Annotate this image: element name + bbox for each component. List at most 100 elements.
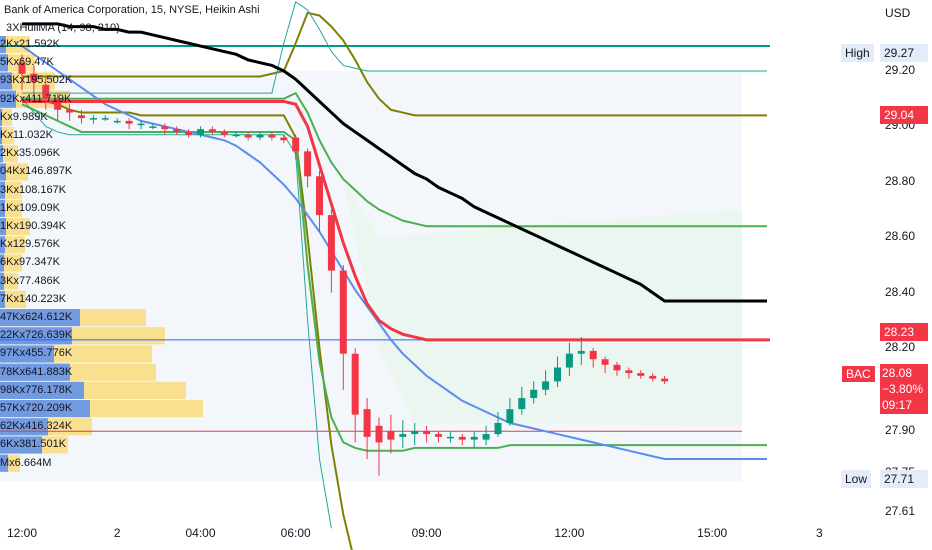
volume-profile-label: 93Kx195.502K — [0, 74, 73, 87]
candle-body — [185, 131, 193, 135]
volume-profile-label: 22Kx726.639K — [0, 329, 73, 342]
volume-profile-label: Kx11.032K — [0, 129, 54, 141]
candle-body — [589, 350, 597, 360]
volume-profile-label: 97Kx455.776K — [0, 347, 73, 360]
volume-profile-label: 92Kx411.719K — [0, 92, 72, 105]
candle-body — [518, 398, 526, 410]
candle-body — [423, 431, 431, 435]
volume-bar-yellow — [0, 145, 18, 163]
candle-body — [66, 109, 74, 113]
countdown: 09:17 — [882, 398, 913, 412]
price-tick: 28.20 — [885, 340, 916, 355]
hull-slow-line — [22, 22, 767, 303]
volume-bar-blue — [0, 218, 6, 236]
volume-profile-label: 2Kx21.592K — [0, 38, 60, 50]
candle-body — [387, 431, 395, 440]
volume-profile-label: 1Kx109.09K — [0, 201, 60, 214]
volume-profile-label: 04Kx146.897K — [0, 165, 73, 178]
band-upper-olive — [22, 11, 767, 117]
time-tick: 12:00 — [6, 526, 38, 540]
candle-body — [470, 436, 478, 440]
volume-bar-blue — [0, 127, 2, 145]
volume-bar-blue — [0, 345, 54, 363]
volume-bar-blue — [0, 90, 16, 108]
volume-profile-label: 78Kx641.883K — [0, 365, 73, 378]
candle-body — [280, 137, 288, 141]
volume-bar-blue — [0, 363, 70, 381]
volume-bar-yellow — [0, 108, 12, 126]
volume-bar-blue — [0, 72, 12, 90]
candle-body — [268, 134, 276, 138]
volume-profile-label: 5Kx69.47K — [0, 56, 54, 69]
volume-bar-blue — [0, 54, 8, 72]
candle-body — [161, 126, 169, 130]
volume-bar-blue — [0, 290, 5, 308]
candle-body — [542, 381, 550, 390]
volume-profile-label: 57Kx720.209K — [0, 402, 73, 414]
volume-profile-label: 1Kx190.394K — [0, 220, 67, 232]
volume-profile-label: 2Kx35.096K — [0, 147, 60, 160]
volume-bar-blue — [0, 181, 5, 199]
time-tick: 06:00 — [280, 526, 311, 540]
candle-body — [530, 389, 538, 399]
candle-body — [232, 134, 240, 137]
volume-profile-label: 6Kx97.347K — [0, 256, 60, 269]
volume-profile — [0, 36, 203, 472]
low-tag: Low — [841, 470, 872, 488]
candles — [18, 54, 669, 476]
candle-body — [54, 98, 62, 110]
marker-mid: 28.23 — [880, 323, 928, 341]
last-price-box: 28.08 −3.80% 09:17 — [880, 364, 928, 414]
blue-line — [21, 45, 767, 461]
candle-body — [292, 137, 300, 152]
volume-bar-blue — [0, 381, 84, 399]
candle-body — [137, 123, 145, 126]
volume-profile-label: 6Kx381.501K — [0, 438, 67, 451]
volume-bar-yellow — [0, 218, 30, 236]
volume-bar-yellow — [0, 254, 22, 272]
volume-bar-blue — [0, 272, 4, 290]
hull-mid-upper — [22, 91, 767, 228]
candle-body — [78, 115, 85, 119]
volume-bar-yellow — [0, 54, 35, 72]
price-tick: 28.80 — [885, 173, 916, 188]
candle-body — [149, 126, 157, 128]
candle-body — [375, 425, 383, 443]
indicator-label[interactable]: 3XHullMA (14, 98, 210) — [6, 22, 120, 34]
volume-bar-blue — [0, 254, 4, 272]
candle-body — [244, 134, 252, 138]
currency-label: USD — [885, 6, 911, 20]
candle-body — [577, 350, 585, 354]
candle-body — [494, 422, 502, 435]
candle-body — [506, 409, 514, 423]
price-tick: 28.60 — [885, 229, 916, 244]
band-lower-olive — [22, 97, 353, 550]
candle-body — [89, 118, 97, 120]
price-tick: 27.90 — [885, 423, 916, 438]
candle-body — [197, 129, 204, 135]
candle-body — [649, 375, 657, 379]
candle-body — [458, 436, 466, 440]
volume-profile-label: 62Kx416.324K — [0, 420, 73, 433]
volume-bar-yellow — [0, 181, 22, 199]
last-price: 28.08 — [882, 366, 913, 380]
volume-bar-blue — [0, 199, 5, 217]
candle-body — [565, 353, 573, 368]
volume-profile-label: 3Kx108.167K — [0, 183, 67, 196]
volume-bar-blue — [0, 36, 6, 54]
candle-body — [554, 367, 561, 382]
candle-body — [173, 129, 181, 132]
volume-bar-yellow — [0, 36, 30, 54]
volume-bar-yellow — [0, 199, 22, 217]
volume-bar-yellow — [0, 236, 25, 254]
candle-body — [113, 120, 121, 123]
candle-body — [220, 131, 228, 135]
candle-body — [101, 118, 109, 120]
candle-body — [42, 84, 50, 99]
volume-bar-blue — [0, 309, 80, 327]
candle-body — [316, 176, 323, 216]
candle-body — [482, 434, 490, 440]
candle-body — [625, 370, 633, 374]
hull-fast-line — [22, 99, 770, 342]
